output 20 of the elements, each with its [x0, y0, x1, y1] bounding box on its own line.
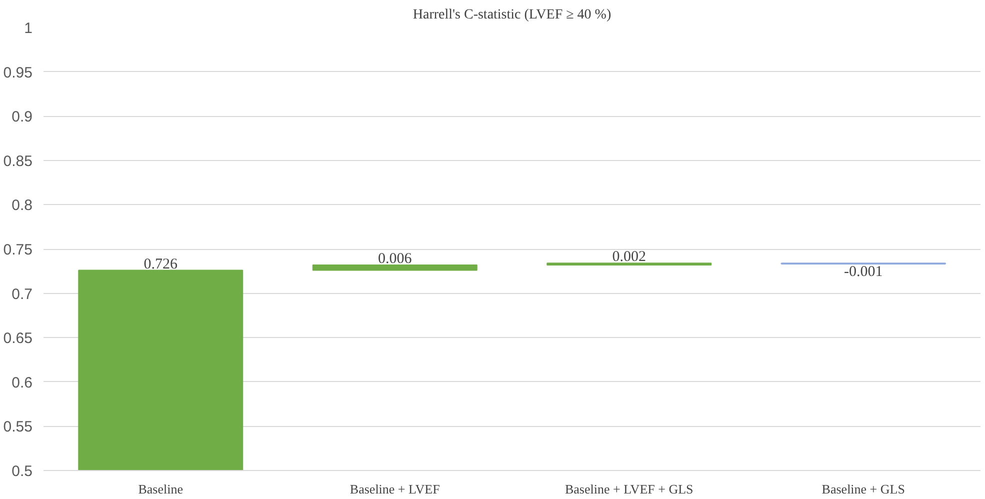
y-tick-label: 0.6	[12, 374, 33, 392]
y-tick-label: 0.75	[3, 242, 33, 258]
y-tick-label: 1	[24, 20, 32, 37]
y-tick-label: 0.55	[3, 418, 33, 436]
y-tick-label: 0.65	[3, 330, 33, 348]
data-label: 0.726	[144, 256, 178, 272]
y-tick-label: 0.9	[12, 108, 33, 126]
x-tick-label: Baseline + LVEF + GLS	[564, 482, 694, 496]
x-tick-label: Baseline + LVEF	[350, 482, 440, 496]
y-tick-label: 0.7	[12, 286, 33, 303]
x-tick-label: Baseline + GLS	[822, 482, 905, 496]
y-tick-label: 0.85	[3, 152, 33, 170]
chart-title: Harrell's C-statistic (LVEF ≥ 40 %)	[412, 8, 612, 22]
data-label: -0.001	[844, 264, 883, 280]
x-tick-label: Baseline	[138, 482, 184, 496]
y-tick-label: 0.95	[3, 64, 33, 82]
y-tick-label: 0.5	[12, 463, 33, 480]
data-label: 0.002	[612, 249, 646, 266]
y-tick-label: 0.8	[12, 197, 33, 214]
data-label: 0.006	[378, 250, 412, 267]
